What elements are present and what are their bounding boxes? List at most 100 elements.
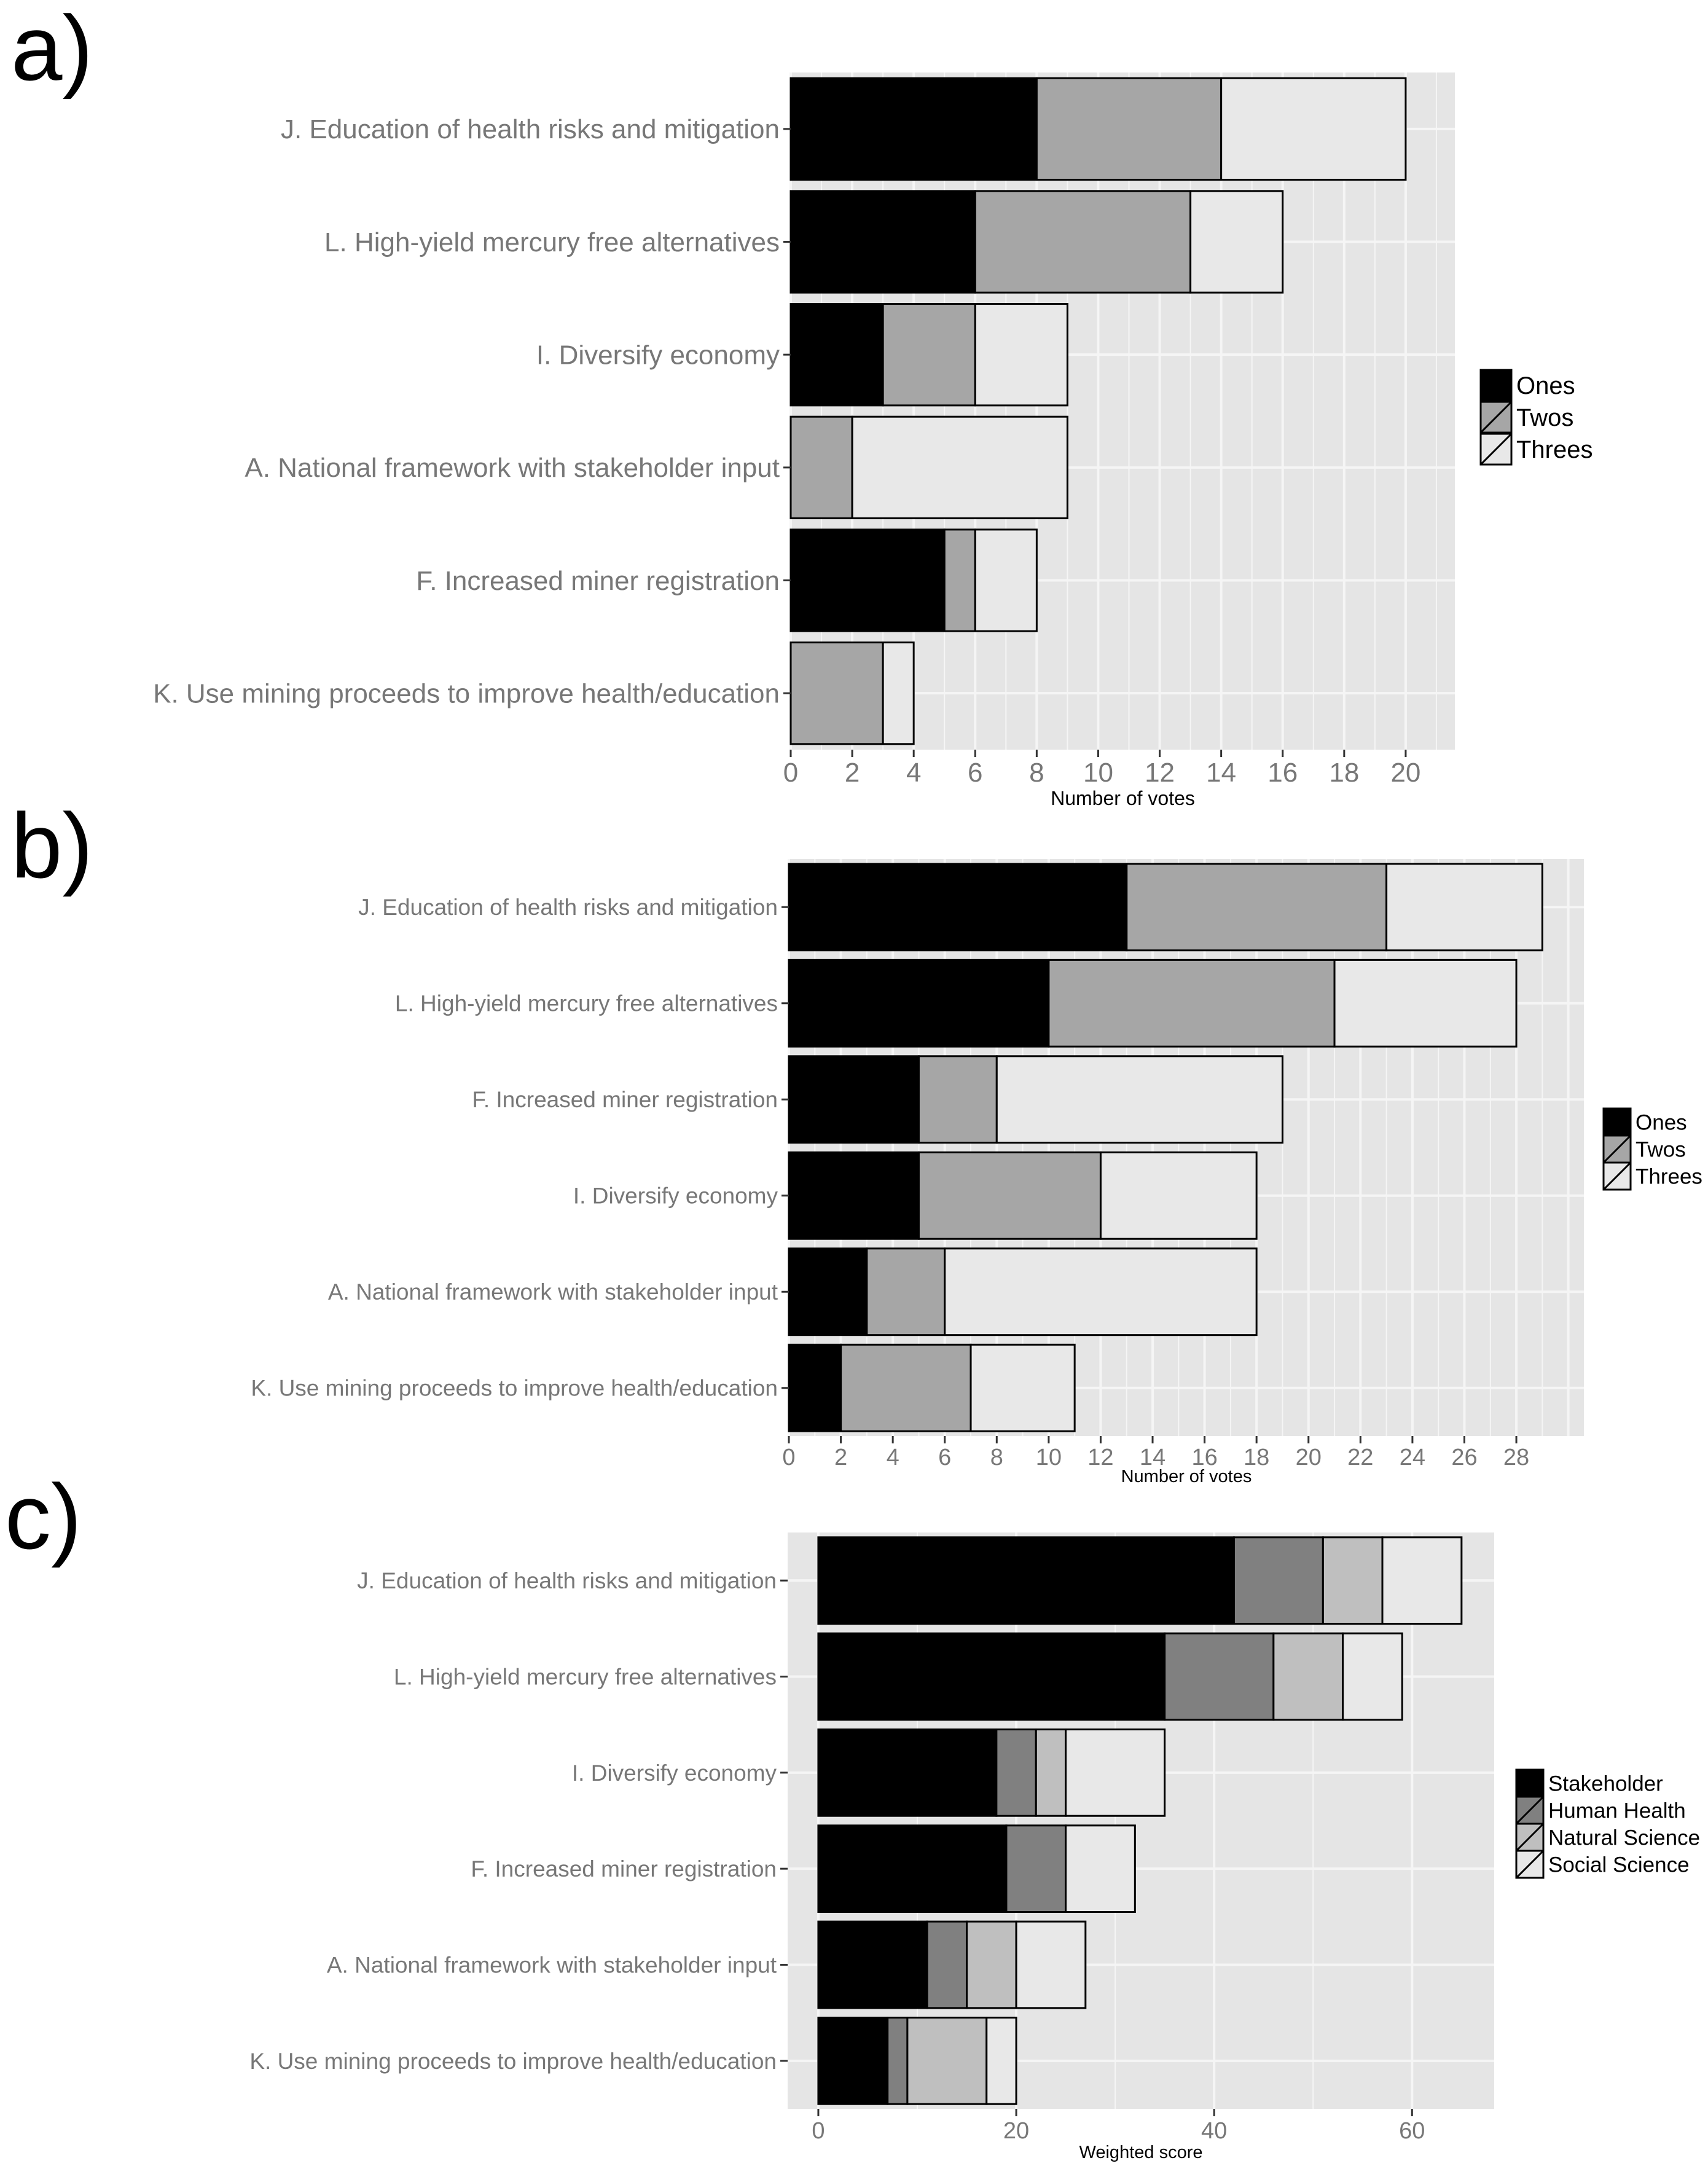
bar-c-a-human-health xyxy=(926,1920,968,2009)
legend-label-a-twos: Twos xyxy=(1516,404,1573,431)
x-tick-label-a-8: 8 xyxy=(1029,758,1044,788)
legend-label-b-twos: Twos xyxy=(1636,1137,1686,1161)
bar-a-a-twos xyxy=(789,415,853,519)
x-axis-title-b: Number of votes xyxy=(1121,1467,1252,1486)
bar-c-i-natural-science xyxy=(1035,1728,1067,1817)
bar-c-l-stakeholder xyxy=(817,1632,1166,1721)
x-tick-label-b-26: 26 xyxy=(1451,1445,1477,1470)
bar-c-l-human-health xyxy=(1164,1632,1275,1721)
bar-c-f-social-science xyxy=(1065,1824,1136,1913)
bar-b-k-twos xyxy=(840,1343,972,1432)
bar-a-a-threes xyxy=(851,415,1068,519)
x-tick-label-c-60: 60 xyxy=(1399,2118,1425,2144)
bar-a-k-threes xyxy=(882,642,915,745)
category-label-a-0: J. Education of health risks and mitigat… xyxy=(281,114,780,144)
category-label-c-4: A. National framework with stakeholder i… xyxy=(327,1952,777,1977)
bar-b-j-threes xyxy=(1385,863,1543,952)
legend-a: Ones Twos Threes xyxy=(1479,369,1593,466)
bar-c-k-stakeholder xyxy=(817,2016,889,2105)
x-tick-label-b-22: 22 xyxy=(1347,1445,1373,1470)
bar-c-a-stakeholder xyxy=(817,1920,928,2009)
category-label-b-2: F. Increased miner registration xyxy=(472,1087,778,1112)
x-axis-title-a: Number of votes xyxy=(1051,787,1195,809)
x-tick-label-b-20: 20 xyxy=(1296,1445,1322,1470)
category-label-a-2: I. Diversify economy xyxy=(536,340,780,371)
bar-c-f-stakeholder xyxy=(817,1824,1008,1913)
x-tick-label-a-14: 14 xyxy=(1206,758,1236,788)
bar-a-j-threes xyxy=(1220,77,1407,181)
legend-label-b-threes: Threes xyxy=(1636,1164,1702,1188)
legend-b: Ones Twos Threes xyxy=(1602,1107,1702,1191)
x-tick-label-c-20: 20 xyxy=(1003,2118,1029,2144)
x-tick-label-b-4: 4 xyxy=(887,1445,899,1470)
bar-c-j-natural-science xyxy=(1322,1536,1384,1625)
bar-c-k-social-science xyxy=(985,2016,1017,2105)
bar-b-f-ones xyxy=(788,1055,920,1144)
x-tick-label-c-0: 0 xyxy=(812,2118,825,2144)
bar-b-j-twos xyxy=(1126,863,1388,952)
legend-slash-c-human-health xyxy=(1515,1795,1545,1825)
bar-c-j-human-health xyxy=(1232,1536,1324,1625)
bar-c-l-social-science xyxy=(1342,1632,1403,1721)
x-tick-label-b-12: 12 xyxy=(1087,1445,1113,1470)
category-label-a-1: L. High-yield mercury free alternatives xyxy=(324,227,780,257)
x-tick-label-c-40: 40 xyxy=(1201,2118,1227,2144)
legend-label-c-social-science: Social Science xyxy=(1548,1853,1690,1877)
legend-label-b-ones: Ones xyxy=(1636,1110,1687,1134)
bar-c-j-social-science xyxy=(1381,1536,1463,1625)
x-tick-label-a-4: 4 xyxy=(906,758,921,788)
bar-b-a-threes xyxy=(944,1247,1258,1336)
legend-swatch-c-stakeholder xyxy=(1515,1768,1545,1798)
category-label-b-5: K. Use mining proceeds to improve health… xyxy=(251,1376,778,1401)
chart-panel-b: J. Education of health risks and mitigat… xyxy=(251,859,1702,1486)
bar-b-i-twos xyxy=(917,1151,1102,1240)
legend-slash-b-threes xyxy=(1602,1161,1632,1191)
bar-a-j-ones xyxy=(789,77,1038,181)
plot-background-c xyxy=(788,1532,1494,2109)
bar-b-j-ones xyxy=(788,863,1128,952)
bar-a-i-twos xyxy=(882,303,976,407)
x-tick-label-b-6: 6 xyxy=(938,1445,951,1470)
bar-a-f-threes xyxy=(974,528,1038,632)
bar-a-i-threes xyxy=(974,303,1068,407)
bar-b-l-threes xyxy=(1333,959,1518,1048)
chart-panel-c: J. Education of health risks and mitigat… xyxy=(249,1532,1700,2162)
x-tick-label-b-8: 8 xyxy=(990,1445,1003,1470)
x-tick-label-a-20: 20 xyxy=(1390,758,1420,788)
plot-background-b xyxy=(789,859,1584,1436)
legend-slash-a-twos xyxy=(1479,401,1513,434)
category-label-c-2: I. Diversify economy xyxy=(572,1760,777,1786)
bar-a-l-twos xyxy=(974,190,1192,294)
category-label-c-5: K. Use mining proceeds to improve health… xyxy=(249,2049,777,2074)
panel-label-a: a) xyxy=(11,0,93,100)
bar-b-l-twos xyxy=(1048,959,1336,1048)
x-tick-label-b-18: 18 xyxy=(1244,1445,1269,1470)
legend-slash-b-twos xyxy=(1602,1134,1632,1164)
x-axis-title-c: Weighted score xyxy=(1079,2143,1203,2162)
x-tick-label-b-16: 16 xyxy=(1191,1445,1217,1470)
bar-b-k-threes xyxy=(970,1343,1076,1432)
bar-b-l-ones xyxy=(788,959,1050,1048)
category-label-c-3: F. Increased miner registration xyxy=(471,1856,777,1882)
chart-panel-a: J. Education of health risks and mitigat… xyxy=(153,73,1593,809)
bar-b-f-twos xyxy=(917,1055,998,1144)
legend-label-a-ones: Ones xyxy=(1516,372,1575,399)
bar-c-i-human-health xyxy=(995,1728,1037,1817)
legend-swatch-a-ones xyxy=(1479,369,1513,402)
legend-label-c-stakeholder: Stakeholder xyxy=(1548,1772,1663,1795)
bar-a-f-twos xyxy=(943,528,976,632)
x-tick-label-a-2: 2 xyxy=(845,758,860,788)
category-label-b-4: A. National framework with stakeholder i… xyxy=(328,1279,778,1305)
bar-b-a-twos xyxy=(866,1247,946,1336)
bar-b-i-threes xyxy=(1099,1151,1258,1240)
x-tick-label-b-14: 14 xyxy=(1140,1445,1165,1470)
x-tick-label-b-2: 2 xyxy=(834,1445,847,1470)
category-label-c-0: J. Education of health risks and mitigat… xyxy=(357,1568,777,1593)
bar-a-i-ones xyxy=(789,303,884,407)
bar-c-f-human-health xyxy=(1005,1824,1067,1913)
x-tick-label-a-18: 18 xyxy=(1329,758,1359,788)
x-tick-label-a-0: 0 xyxy=(783,758,798,788)
bar-a-l-threes xyxy=(1189,190,1284,294)
category-label-a-4: F. Increased miner registration xyxy=(416,566,780,596)
